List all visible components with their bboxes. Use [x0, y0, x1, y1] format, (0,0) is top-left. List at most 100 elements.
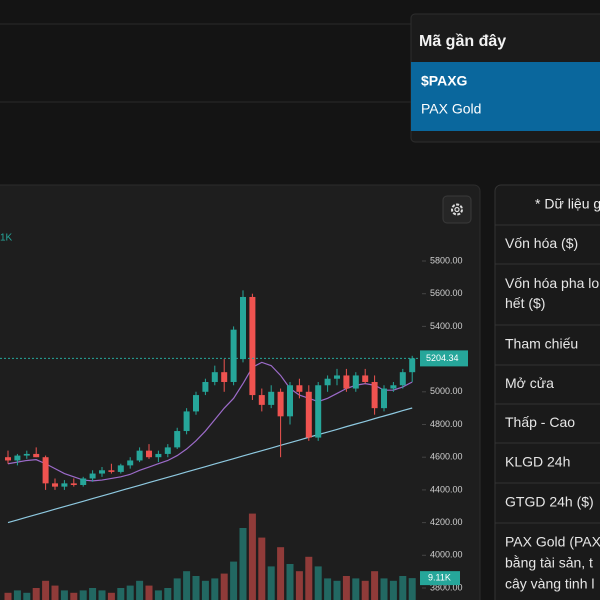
info-panel: * Dữ liệu g Vốn hóa ($) Vốn hóa pha lo hết …: [494, 184, 600, 600]
volume-bar: [333, 580, 341, 600]
candle-body: [136, 450, 143, 461]
chart-panel: 1K 3800.00 4000.00 4200.00 4400.00 4600.00 48…: [0, 184, 481, 600]
volume-bar: [201, 580, 209, 600]
candle-body: [127, 460, 134, 466]
candle-body: [99, 470, 105, 474]
candle-body: [390, 385, 397, 389]
candle-body: [399, 372, 406, 386]
y-tick-label: 5000.00: [430, 386, 463, 396]
info-label: cây vàng tinh l: [505, 576, 595, 592]
volume-bar: [70, 592, 78, 600]
volume-bar: [342, 576, 350, 600]
candle-body: [334, 375, 340, 379]
price-tag: [420, 350, 468, 367]
y-tick-label: 4200.00: [430, 517, 463, 527]
candle-body: [23, 453, 30, 456]
volume-bar: [173, 578, 181, 600]
volume-bar: [79, 590, 87, 600]
volume-bar: [60, 590, 68, 600]
candle-body: [362, 375, 369, 382]
candles: 3800.00 4000.00 4200.00 4400.00 4600.00 4800.…: [0, 255, 468, 600]
volume-bar: [183, 571, 191, 600]
info-label: KLGD 24h: [505, 454, 570, 470]
symbol-name: PAX Gold: [421, 101, 481, 117]
candle-body: [381, 388, 387, 409]
volume-bar: [230, 561, 238, 600]
volume-bar: [258, 537, 266, 600]
info-label: PAX Gold (PAX: [505, 534, 600, 550]
candle-body: [258, 395, 265, 405]
price-tag-label: 5204.34: [426, 353, 459, 363]
y-tick-label: 4400.00: [430, 484, 463, 494]
candle-body: [117, 465, 124, 472]
dropdown: Mã gần đây $PAXG PAX Gold: [410, 13, 600, 143]
candle-body: [240, 296, 246, 360]
volume-bar: [145, 585, 153, 600]
volume-bar: [295, 571, 303, 600]
volume-bar: [361, 580, 369, 600]
volume-bar: [277, 547, 285, 600]
volume-tag-label: 9.11K: [428, 573, 451, 583]
panel-bg: [0, 184, 481, 600]
volume-bar: [42, 580, 50, 600]
y-tick-label: 5600.00: [430, 288, 463, 298]
candle-body: [42, 457, 49, 484]
candle-body: [146, 450, 152, 458]
y-tick-label: 4600.00: [430, 452, 463, 462]
volume-bar: [248, 513, 256, 600]
candle-body: [183, 411, 190, 432]
candle-body: [108, 470, 115, 472]
volume-bar: [352, 578, 360, 600]
candle-body: [343, 375, 350, 389]
candle-body: [352, 375, 359, 389]
candle-body: [193, 395, 199, 412]
gear-icon: [454, 206, 460, 213]
volume-bar: [32, 588, 40, 600]
candle-body: [287, 385, 293, 417]
candle-body: [305, 391, 312, 438]
volume-legend: 1K: [0, 233, 13, 244]
candle-body: [249, 296, 256, 396]
candle-body: [315, 385, 322, 438]
dropdown-title: Mã gần đây: [419, 33, 506, 50]
candle-body: [14, 455, 21, 461]
candle-body: [80, 478, 87, 485]
candle-body: [52, 483, 58, 487]
volume-bar: [136, 580, 144, 600]
volume-bar: [89, 588, 97, 600]
volume-bar: [154, 590, 162, 600]
candle-body: [277, 391, 284, 417]
volume-bar: [324, 578, 332, 600]
candle-body: [371, 381, 378, 409]
info-label: bằng tài sản, t: [505, 555, 593, 571]
info-label: Tham chiếu: [505, 336, 578, 352]
candle-body: [155, 453, 162, 458]
candle-body: [211, 372, 218, 382]
candle-body: [230, 329, 237, 382]
volume-bar: [380, 578, 388, 600]
volume-bar: [23, 592, 31, 600]
settings-button[interactable]: [442, 195, 472, 224]
info-label: hết ($): [505, 295, 545, 311]
ma-short: [7, 361, 413, 482]
gear-icon: [451, 203, 463, 216]
y-tick-label: 4800.00: [430, 419, 463, 429]
volume-bar: [239, 528, 247, 600]
candle-body: [70, 483, 77, 485]
candle-body: [296, 385, 303, 392]
volume-bar: [13, 590, 21, 600]
candle-body: [268, 391, 275, 405]
info-label: Thấp - Cao: [505, 414, 575, 430]
candle-body: [174, 431, 181, 448]
volume-bar: [408, 578, 416, 600]
volume-bar: [4, 592, 12, 600]
volume-bar: [126, 585, 134, 600]
volume-bar: [399, 576, 407, 600]
dropdown-item[interactable]: [411, 62, 600, 131]
info-header: * Dữ liệu g: [535, 196, 600, 212]
candle-body: [33, 453, 40, 458]
candle-body: [89, 473, 96, 479]
y-tick-label: 4000.00: [430, 550, 463, 560]
